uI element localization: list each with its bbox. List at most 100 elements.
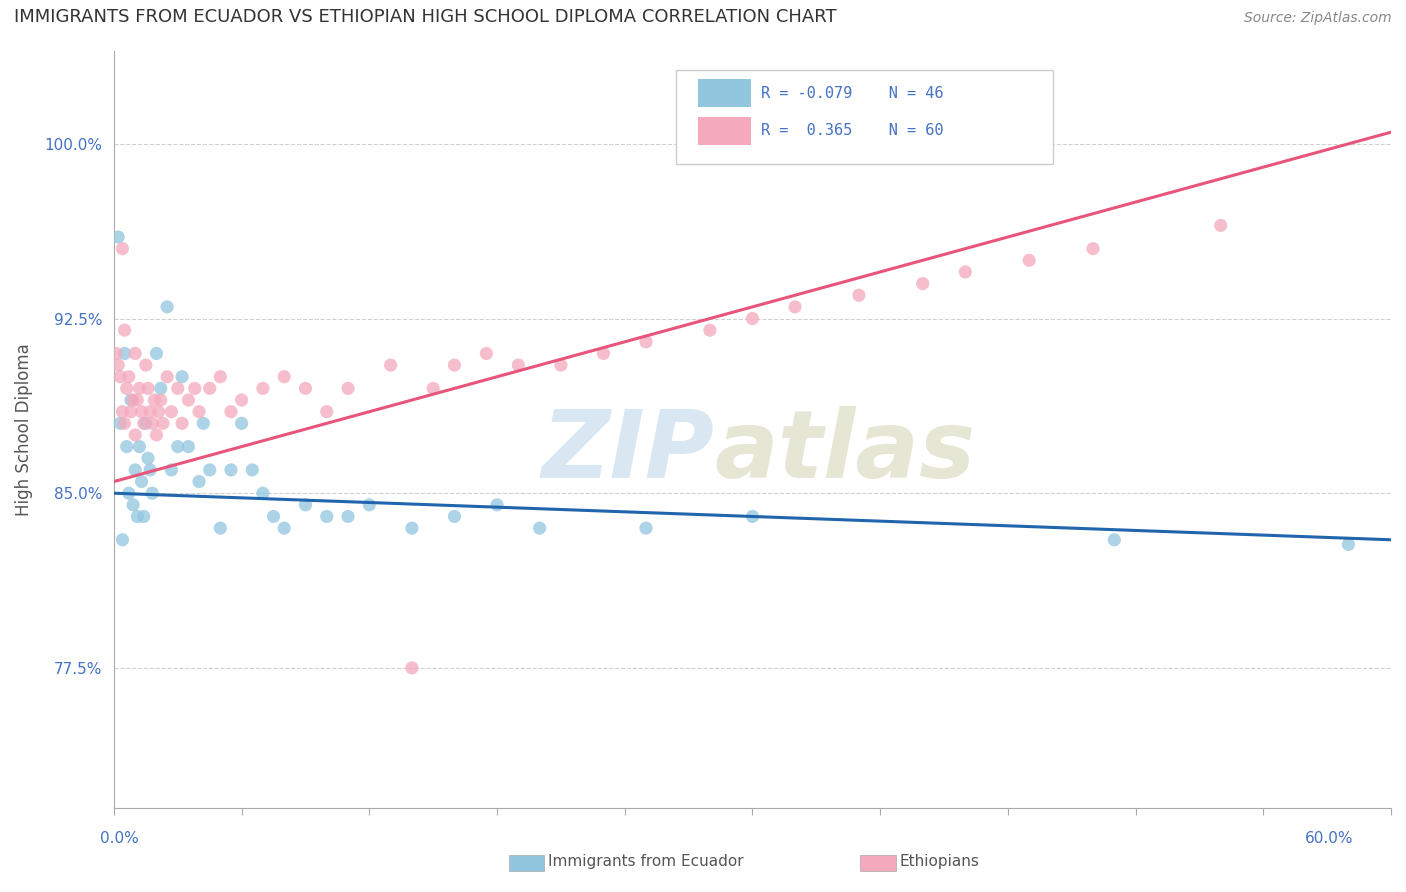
Point: [741, 509, 763, 524]
Point: [107, 358, 129, 372]
Point: [294, 381, 316, 395]
Point: [337, 509, 360, 524]
Point: [188, 405, 211, 419]
Point: [252, 381, 274, 395]
Point: [273, 521, 295, 535]
Point: [911, 277, 934, 291]
Point: [141, 486, 163, 500]
Point: [508, 358, 530, 372]
Point: [1081, 242, 1104, 256]
Point: [131, 405, 153, 419]
Point: [1104, 533, 1126, 547]
Point: [145, 428, 167, 442]
Text: ZIP: ZIP: [541, 406, 714, 498]
Point: [240, 463, 263, 477]
Point: [111, 405, 134, 419]
Point: [152, 417, 174, 431]
Point: [110, 369, 132, 384]
Point: [114, 323, 136, 337]
Text: 60.0%: 60.0%: [1305, 831, 1353, 846]
Point: [139, 463, 162, 477]
Bar: [697, 78, 751, 107]
Point: [955, 265, 977, 279]
Point: [401, 661, 423, 675]
FancyBboxPatch shape: [676, 70, 1053, 164]
Point: [160, 463, 183, 477]
Point: [273, 369, 295, 384]
Point: [315, 405, 337, 419]
Point: [148, 405, 170, 419]
Point: [198, 463, 221, 477]
Point: [127, 392, 149, 407]
Text: R =  0.365    N = 60: R = 0.365 N = 60: [762, 123, 943, 138]
Point: [550, 358, 572, 372]
Point: [166, 440, 188, 454]
Point: [149, 381, 172, 395]
Point: [198, 381, 221, 395]
Point: [124, 346, 146, 360]
Point: [219, 463, 242, 477]
Point: [475, 346, 498, 360]
Point: [443, 358, 465, 372]
Point: [124, 463, 146, 477]
Point: [135, 358, 157, 372]
Point: [592, 346, 614, 360]
Point: [1018, 253, 1040, 268]
Point: [177, 392, 200, 407]
Point: [170, 369, 193, 384]
Point: [156, 369, 179, 384]
Point: [145, 346, 167, 360]
Point: [848, 288, 870, 302]
Point: [380, 358, 402, 372]
Point: [1209, 219, 1232, 233]
Point: [105, 346, 128, 360]
Point: [263, 509, 285, 524]
Point: [115, 440, 138, 454]
Point: [111, 533, 134, 547]
Point: [209, 521, 232, 535]
Point: [315, 509, 337, 524]
Point: [120, 405, 142, 419]
Text: atlas: atlas: [714, 406, 976, 498]
Point: [166, 381, 188, 395]
Point: [128, 381, 150, 395]
Y-axis label: High School Diploma: High School Diploma: [15, 343, 32, 516]
Point: [156, 300, 179, 314]
Point: [252, 486, 274, 500]
Point: [135, 417, 157, 431]
Point: [115, 381, 138, 395]
Text: Source: ZipAtlas.com: Source: ZipAtlas.com: [1244, 12, 1392, 25]
Point: [141, 417, 163, 431]
Point: [122, 498, 145, 512]
Point: [128, 440, 150, 454]
Point: [118, 369, 141, 384]
Point: [120, 392, 142, 407]
Point: [114, 346, 136, 360]
Point: [131, 475, 153, 489]
Bar: [697, 117, 751, 145]
Point: [188, 475, 211, 489]
Point: [124, 428, 146, 442]
Point: [422, 381, 444, 395]
Point: [219, 405, 242, 419]
Point: [337, 381, 360, 395]
Point: [132, 509, 155, 524]
Point: [634, 334, 657, 349]
Point: [634, 521, 657, 535]
Text: 0.0%: 0.0%: [100, 831, 139, 846]
Text: IMMIGRANTS FROM ECUADOR VS ETHIOPIAN HIGH SCHOOL DIPLOMA CORRELATION CHART: IMMIGRANTS FROM ECUADOR VS ETHIOPIAN HIG…: [14, 8, 837, 26]
Point: [177, 440, 200, 454]
Point: [170, 417, 193, 431]
Text: R = -0.079    N = 46: R = -0.079 N = 46: [762, 86, 943, 101]
Point: [132, 417, 155, 431]
Point: [783, 300, 806, 314]
Point: [136, 451, 159, 466]
Point: [231, 392, 253, 407]
Point: [741, 311, 763, 326]
Point: [139, 405, 162, 419]
Point: [122, 392, 145, 407]
Point: [1337, 537, 1360, 551]
Point: [118, 486, 141, 500]
Point: [107, 230, 129, 244]
Point: [486, 498, 509, 512]
